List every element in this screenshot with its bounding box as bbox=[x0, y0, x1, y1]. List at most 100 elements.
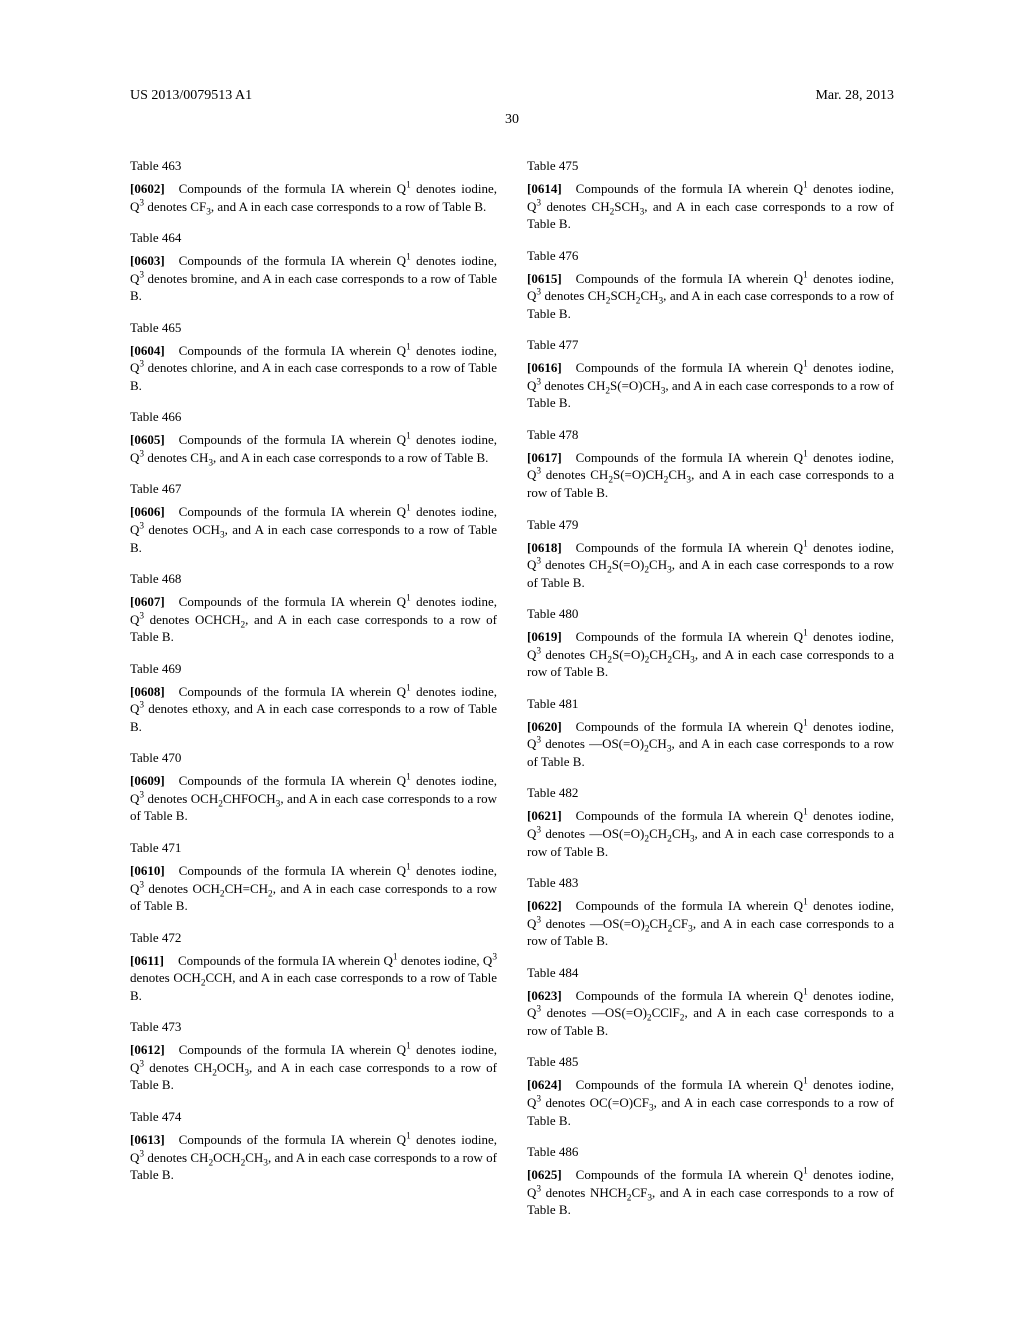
paragraph: [0602]Compounds of the formula IA wherei… bbox=[130, 180, 497, 215]
paragraph: [0613]Compounds of the formula IA wherei… bbox=[130, 1131, 497, 1184]
table-entry: Table 463 [0602]Compounds of the formula … bbox=[130, 158, 497, 215]
paragraph: [0616]Compounds of the formula IA wherei… bbox=[527, 359, 894, 412]
table-label: Table 485 bbox=[527, 1054, 894, 1070]
paragraph-number: [0623] bbox=[527, 988, 562, 1003]
paragraph-number: [0615] bbox=[527, 271, 562, 286]
paragraph: [0607]Compounds of the formula IA wherei… bbox=[130, 593, 497, 646]
publication-date: Mar. 28, 2013 bbox=[815, 88, 894, 104]
paragraph: [0605]Compounds of the formula IA wherei… bbox=[130, 431, 497, 466]
paragraph: [0620]Compounds of the formula IA wherei… bbox=[527, 718, 894, 771]
table-label: Table 480 bbox=[527, 606, 894, 622]
table-entry: Table 483 [0622]Compounds of the formula … bbox=[527, 875, 894, 950]
paragraph-number: [0605] bbox=[130, 432, 165, 447]
paragraph-number: [0611] bbox=[130, 953, 164, 968]
paragraph-number: [0616] bbox=[527, 360, 562, 375]
table-label: Table 484 bbox=[527, 965, 894, 981]
content-columns: Table 463 [0602]Compounds of the formula … bbox=[130, 158, 894, 1234]
paragraph-number: [0622] bbox=[527, 898, 562, 913]
paragraph: [0609]Compounds of the formula IA wherei… bbox=[130, 772, 497, 825]
paragraph: [0624]Compounds of the formula IA wherei… bbox=[527, 1076, 894, 1129]
paragraph-number: [0607] bbox=[130, 594, 165, 609]
paragraph-number: [0614] bbox=[527, 181, 562, 196]
table-label: Table 473 bbox=[130, 1019, 497, 1035]
table-entry: Table 486 [0625]Compounds of the formula … bbox=[527, 1144, 894, 1219]
paragraph: [0625]Compounds of the formula IA wherei… bbox=[527, 1166, 894, 1219]
paragraph: [0611]Compounds of the formula IA wherei… bbox=[130, 952, 497, 1005]
paragraph-number: [0625] bbox=[527, 1167, 562, 1182]
paragraph-number: [0624] bbox=[527, 1077, 562, 1092]
table-label: Table 481 bbox=[527, 696, 894, 712]
table-label: Table 486 bbox=[527, 1144, 894, 1160]
right-column: Table 475[0614]Compounds of the formula … bbox=[527, 158, 894, 1234]
page-header: US 2013/0079513 A1 Mar. 28, 2013 bbox=[130, 88, 894, 104]
table-label: Table 477 bbox=[527, 337, 894, 353]
table-entry: Table 465 [0604]Compounds of the formula … bbox=[130, 320, 497, 395]
table-label: Table 467 bbox=[130, 481, 497, 497]
paragraph: [0615]Compounds of the formula IA wherei… bbox=[527, 270, 894, 323]
table-label: Table 463 bbox=[130, 158, 497, 174]
paragraph: [0617]Compounds of the formula IA wherei… bbox=[527, 449, 894, 502]
table-entry: Table 484 [0623]Compounds of the formula … bbox=[527, 965, 894, 1040]
paragraph: [0618]Compounds of the formula IA wherei… bbox=[527, 539, 894, 592]
paragraph-number: [0604] bbox=[130, 343, 165, 358]
paragraph-number: [0608] bbox=[130, 684, 165, 699]
table-label: Table 469 bbox=[130, 661, 497, 677]
table-entry: Table 464 [0603]Compounds of the formula … bbox=[130, 230, 497, 305]
table-entry: Table 480 [0619]Compounds of the formula … bbox=[527, 606, 894, 681]
paragraph-number: [0603] bbox=[130, 253, 165, 268]
paragraph: [0622]Compounds of the formula IA wherei… bbox=[527, 897, 894, 950]
page-number: 30 bbox=[130, 112, 894, 128]
left-column: Table 463 [0602]Compounds of the formula … bbox=[130, 158, 497, 1234]
paragraph: [0614]Compounds of the formula IA wherei… bbox=[527, 180, 894, 233]
table-entry: Table 471 [0610]Compounds of the formula … bbox=[130, 840, 497, 915]
paragraph: [0603]Compounds of the formula IA wherei… bbox=[130, 252, 497, 305]
paragraph-number: [0613] bbox=[130, 1132, 165, 1147]
paragraph: [0606]Compounds of the formula IA wherei… bbox=[130, 503, 497, 556]
table-label: Table 476 bbox=[527, 248, 894, 264]
table-entry: Table 473 [0612]Compounds of the formula … bbox=[130, 1019, 497, 1094]
paragraph: [0610]Compounds of the formula IA wherei… bbox=[130, 862, 497, 915]
paragraph-number: [0621] bbox=[527, 808, 562, 823]
table-label: Table 466 bbox=[130, 409, 497, 425]
paragraph: [0619]Compounds of the formula IA wherei… bbox=[527, 628, 894, 681]
table-entry: Table 468 [0607]Compounds of the formula … bbox=[130, 571, 497, 646]
table-label: Table 483 bbox=[527, 875, 894, 891]
table-entry: Table 485 [0624]Compounds of the formula … bbox=[527, 1054, 894, 1129]
table-entry: Table 479 [0618]Compounds of the formula … bbox=[527, 517, 894, 592]
table-entry: Table 476 [0615]Compounds of the formula … bbox=[527, 248, 894, 323]
table-label: Table 470 bbox=[130, 750, 497, 766]
table-label: Table 479 bbox=[527, 517, 894, 533]
paragraph-number: [0606] bbox=[130, 504, 165, 519]
table-entry: Table 481 [0620]Compounds of the formula … bbox=[527, 696, 894, 771]
table-label: Table 472 bbox=[130, 930, 497, 946]
table-entry: Table 472 [0611]Compounds of the formula … bbox=[130, 930, 497, 1005]
paragraph-number: [0618] bbox=[527, 540, 562, 555]
paragraph: [0604]Compounds of the formula IA wherei… bbox=[130, 342, 497, 395]
table-entry: Table 482 [0621]Compounds of the formula … bbox=[527, 785, 894, 860]
table-label: Table 478 bbox=[527, 427, 894, 443]
table-label: Table 482 bbox=[527, 785, 894, 801]
table-label: Table 471 bbox=[130, 840, 497, 856]
paragraph: [0612]Compounds of the formula IA wherei… bbox=[130, 1041, 497, 1094]
patent-number: US 2013/0079513 A1 bbox=[130, 88, 252, 104]
table-label: Table 474 bbox=[130, 1109, 497, 1125]
table-entry: Table 478 [0617]Compounds of the formula … bbox=[527, 427, 894, 502]
table-label: Table 465 bbox=[130, 320, 497, 336]
table-entry: Table 466 [0605]Compounds of the formula … bbox=[130, 409, 497, 466]
table-label: Table 464 bbox=[130, 230, 497, 246]
paragraph-number: [0620] bbox=[527, 719, 562, 734]
table-entry: Table 469 [0608]Compounds of the formula … bbox=[130, 661, 497, 736]
paragraph: [0621]Compounds of the formula IA wherei… bbox=[527, 807, 894, 860]
table-entry: Table 467 [0606]Compounds of the formula … bbox=[130, 481, 497, 556]
table-entry: Table 477 [0616]Compounds of the formula … bbox=[527, 337, 894, 412]
paragraph-number: [0617] bbox=[527, 450, 562, 465]
paragraph: [0623]Compounds of the formula IA wherei… bbox=[527, 987, 894, 1040]
paragraph: [0608]Compounds of the formula IA wherei… bbox=[130, 683, 497, 736]
paragraph-number: [0609] bbox=[130, 773, 165, 788]
table-label: Table 468 bbox=[130, 571, 497, 587]
paragraph-number: [0612] bbox=[130, 1042, 165, 1057]
paragraph-number: [0602] bbox=[130, 181, 165, 196]
table-entry: Table 470 [0609]Compounds of the formula … bbox=[130, 750, 497, 825]
table-entry: Table 475[0614]Compounds of the formula … bbox=[527, 158, 894, 233]
paragraph-number: [0619] bbox=[527, 629, 562, 644]
